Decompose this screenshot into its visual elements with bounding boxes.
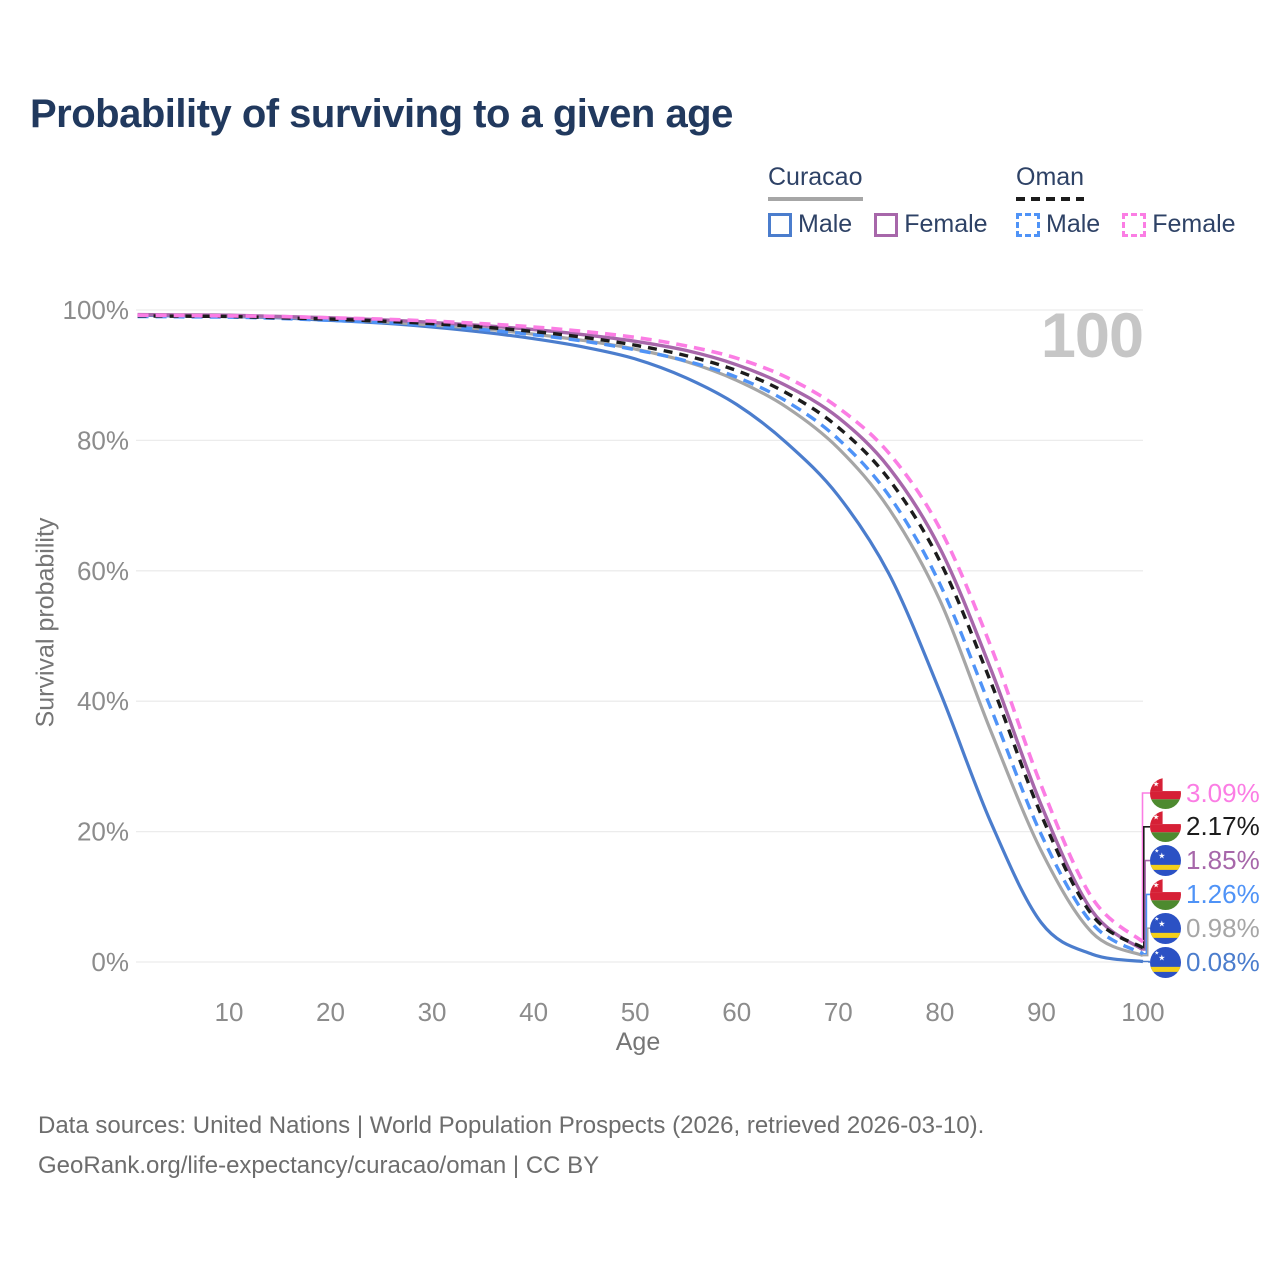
legend-item-oman-male[interactable]: Male: [1016, 210, 1100, 239]
x-axis-title: Age: [615, 1028, 661, 1056]
svg-text:10: 10: [214, 997, 243, 1027]
curve-curacao_total[interactable]: [137, 313, 1144, 958]
leader-line-oman_male: [1143, 893, 1150, 955]
svg-text:0%: 0%: [91, 947, 129, 977]
leader-line-curacao_total: [1143, 927, 1150, 957]
curve-curacao_male[interactable]: [137, 313, 1144, 964]
svg-text:60%: 60%: [77, 556, 129, 586]
end-value-label: 2.17%: [1186, 811, 1260, 842]
oman-flag-icon: [1150, 778, 1181, 809]
page-title: Probability of surviving to a given age: [30, 92, 733, 136]
legend-item-curacao-male[interactable]: Male: [768, 210, 852, 239]
leader-line-curacao_male: [1143, 960, 1150, 963]
legend-swatch-curacao-female[interactable]: [874, 212, 899, 237]
svg-text:30: 30: [418, 997, 447, 1027]
end-value-label: 0.98%: [1186, 912, 1260, 943]
legend-group-oman: Oman Male Female: [1016, 163, 1258, 239]
legend-swatch-oman-male[interactable]: [1016, 212, 1040, 237]
curve-oman_female[interactable]: [137, 313, 1145, 944]
end-label-row: 0.98%: [1150, 912, 1260, 944]
svg-text:40: 40: [519, 997, 548, 1027]
hovered-age-watermark: 100: [1040, 301, 1144, 371]
end-label-row: 1.26%: [1150, 878, 1260, 910]
end-label-leader-lines: [1141, 792, 1150, 963]
footer-line1: Data sources: United Nations | World Pop…: [38, 1112, 985, 1139]
curacao-flag-icon: [1150, 947, 1181, 978]
end-label-row: 1.85%: [1150, 845, 1260, 876]
svg-text:20%: 20%: [77, 817, 129, 847]
svg-text:100: 100: [1121, 997, 1164, 1027]
y-tick-labels: 0% 20% 40% 60% 80% 100%: [63, 295, 130, 977]
leader-line-oman_total: [1143, 826, 1150, 949]
legend-header-oman[interactable]: Oman: [1016, 163, 1085, 191]
svg-text:40%: 40%: [77, 686, 129, 716]
svg-text:60: 60: [722, 997, 751, 1027]
end-value-label: 3.09%: [1186, 777, 1260, 808]
legend-group-curacao: Curacao Male Female: [768, 163, 1010, 239]
end-label-row: 2.17%: [1150, 811, 1260, 842]
curacao-flag-icon: [1150, 845, 1181, 876]
curve-curacao_female[interactable]: [137, 312, 1145, 952]
legend-underline-curacao-solid: [768, 197, 863, 201]
oman-flag-icon: [1150, 879, 1181, 910]
footer-line2: GeoRank.org/life-expectancy/curacao/oman…: [38, 1152, 600, 1179]
end-value-label: 1.26%: [1186, 878, 1260, 909]
svg-text:90: 90: [1027, 997, 1056, 1027]
svg-text:20: 20: [316, 997, 345, 1027]
survival-curves: [137, 312, 1145, 964]
legend-item-curacao-female[interactable]: Female: [874, 210, 988, 239]
end-value-label: 0.08%: [1186, 946, 1260, 977]
legend-header-curacao[interactable]: Curacao: [768, 163, 863, 191]
curve-oman_male[interactable]: [137, 314, 1144, 956]
end-label-row: 3.09%: [1150, 777, 1260, 809]
svg-text:70: 70: [824, 997, 853, 1027]
end-label-row: 0.08%: [1150, 946, 1260, 978]
legend-item-oman-female[interactable]: Female: [1122, 210, 1236, 239]
curve-oman_total[interactable]: [137, 314, 1144, 950]
legend-underline-oman-dashed: [1016, 197, 1084, 201]
legend-swatch-curacao-male[interactable]: [768, 212, 792, 237]
gridlines: [136, 309, 1143, 963]
svg-text:100%: 100%: [63, 295, 130, 325]
svg-text:80: 80: [925, 997, 954, 1027]
legend-swatch-oman-female[interactable]: [1122, 212, 1147, 237]
svg-text:50: 50: [621, 997, 650, 1027]
leader-line-curacao_female: [1143, 859, 1150, 951]
oman-flag-icon: [1150, 811, 1181, 842]
end-value-label: 1.85%: [1186, 845, 1260, 876]
svg-text:80%: 80%: [77, 425, 129, 455]
data-source-footer: Data sources: United Nations | World Pop…: [38, 1106, 984, 1186]
curacao-flag-icon: [1150, 913, 1181, 944]
x-tick-labels: 10 20 30 40 50 60 70 80 90 100: [214, 997, 1164, 1027]
